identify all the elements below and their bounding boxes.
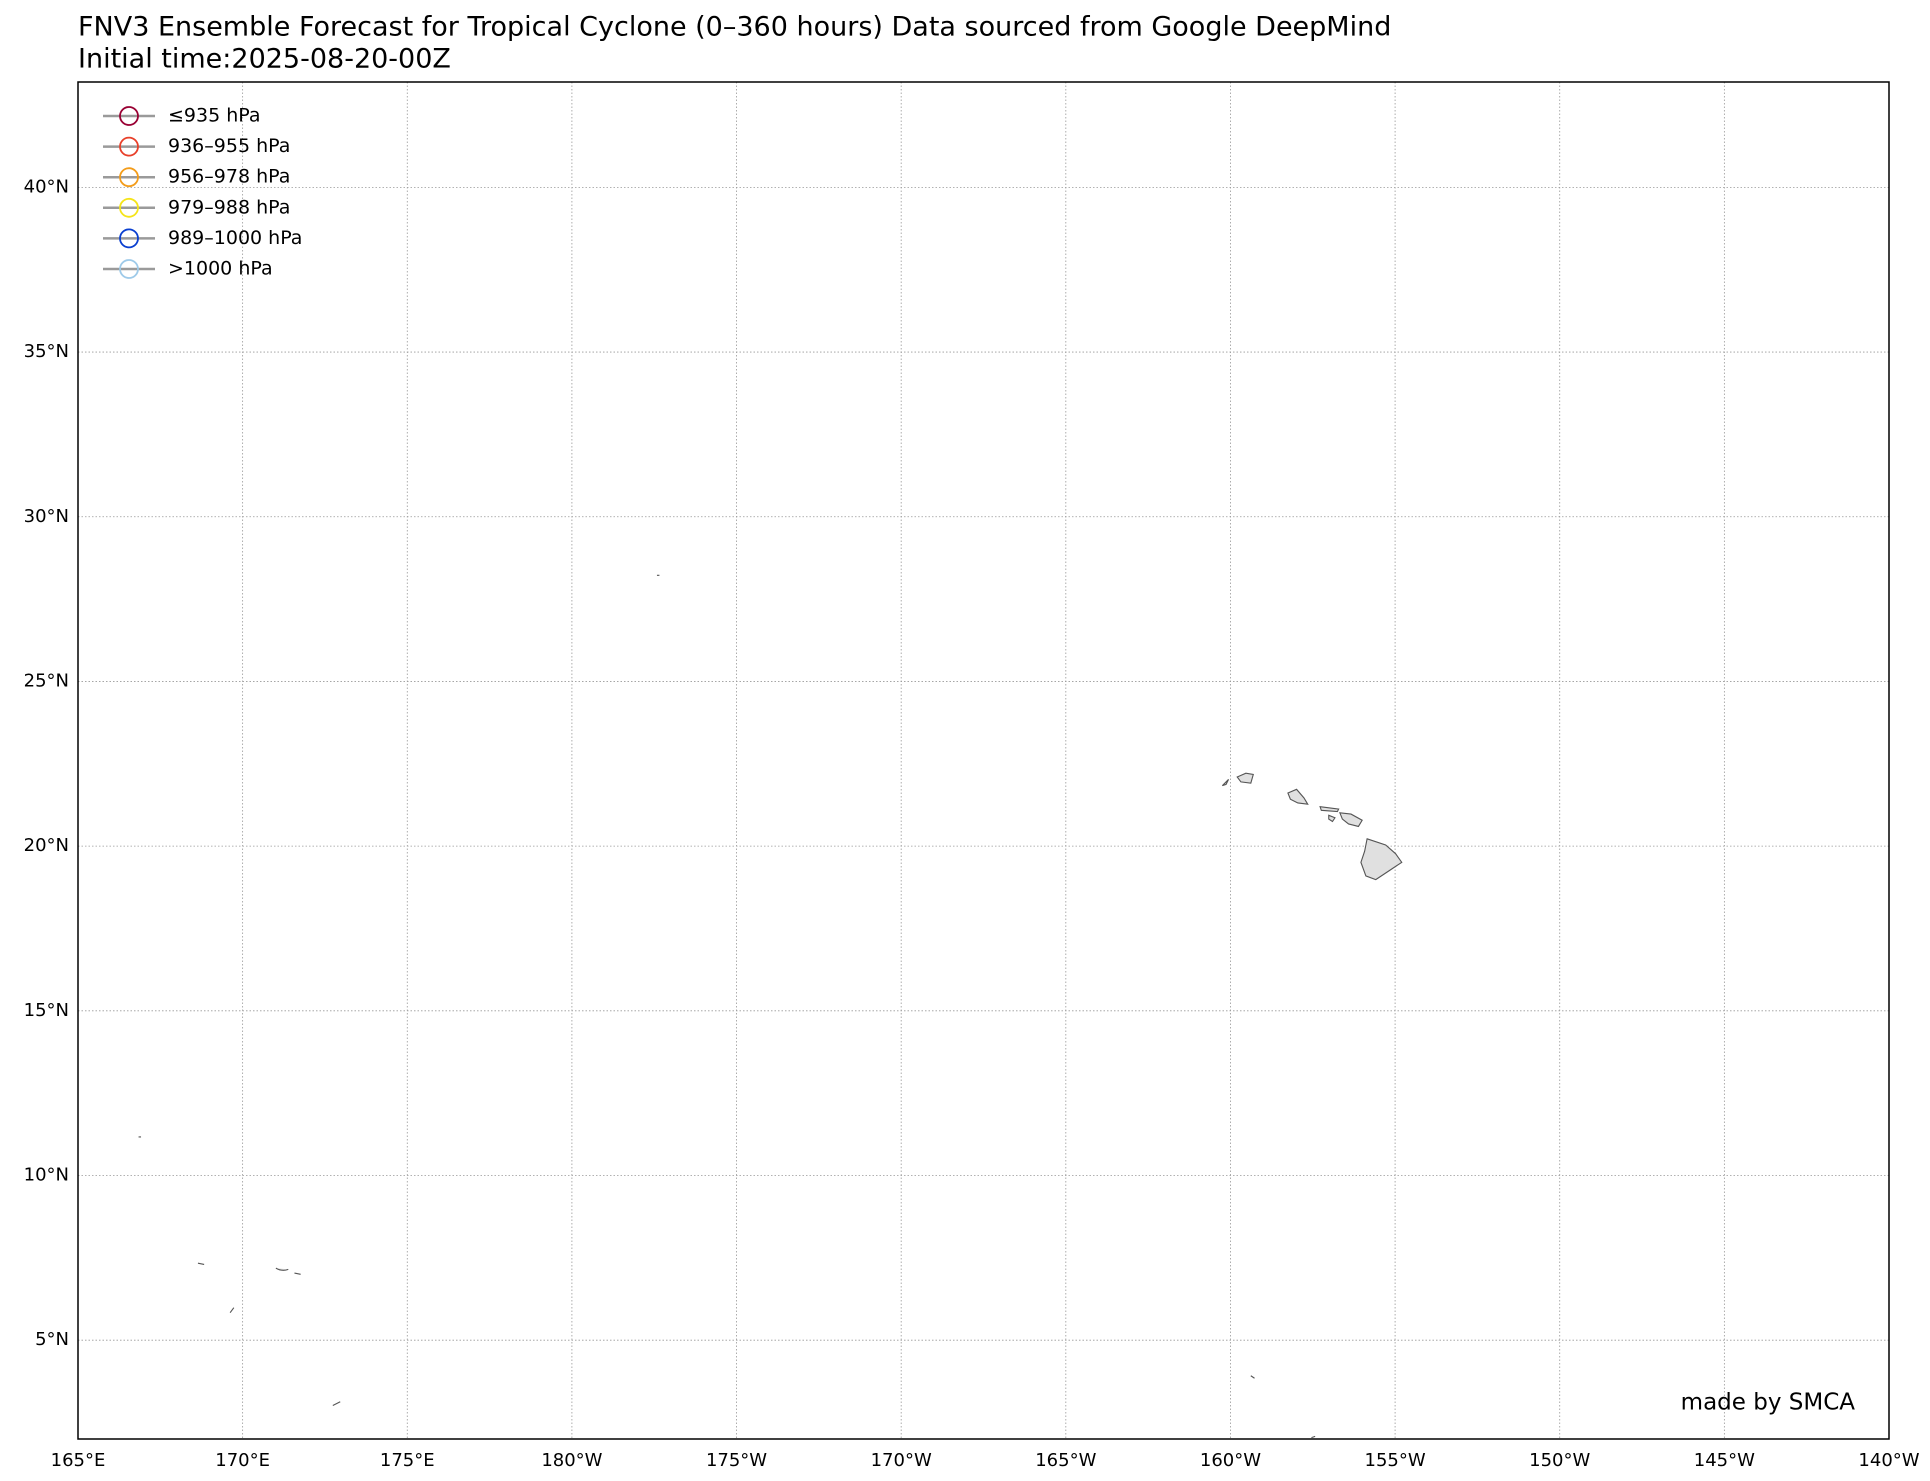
x-tick-label: 150°W — [1529, 1450, 1590, 1471]
legend-marker — [119, 228, 139, 249]
x-tick-label: 165°E — [51, 1450, 106, 1471]
y-tick-label: 15°N — [24, 1000, 69, 1021]
legend-label: >1000 hPa — [168, 258, 273, 280]
x-tick-label: 175°W — [706, 1450, 767, 1471]
plot-frame — [77, 81, 1890, 1440]
legend-label: 936–955 hPa — [168, 135, 290, 157]
x-tick-label: 170°W — [871, 1450, 932, 1471]
legend-label: ≤935 hPa — [168, 105, 261, 127]
legend-marker — [119, 106, 139, 126]
legend-label: 979–988 hPa — [168, 196, 290, 218]
chart-subtitle: Initial time:2025-08-20-00Z — [78, 44, 451, 75]
y-tick-label: 5°N — [35, 1329, 69, 1350]
legend-marker — [119, 136, 139, 157]
x-tick-label: 175°E — [380, 1450, 435, 1471]
legend-label: 956–978 hPa — [168, 166, 290, 188]
y-tick-label: 30°N — [24, 506, 69, 527]
y-tick-label: 25°N — [24, 670, 69, 691]
x-tick-label: 170°E — [215, 1450, 270, 1471]
y-tick-label: 40°N — [24, 176, 69, 197]
x-tick-label: 140°W — [1858, 1450, 1919, 1471]
x-tick-label: 155°W — [1365, 1450, 1426, 1471]
land — [138, 574, 1403, 1439]
x-tick-label: 180°W — [541, 1450, 602, 1471]
legend-label: 989–1000 hPa — [168, 227, 302, 249]
chart-title: FNV3 Ensemble Forecast for Tropical Cycl… — [78, 12, 1391, 43]
y-tick-label: 35°N — [24, 341, 69, 362]
y-tick-label: 20°N — [24, 835, 69, 856]
annotation: made by SMCA — [1681, 1390, 1856, 1416]
x-tick-label: 165°W — [1035, 1450, 1096, 1471]
x-tick-label: 160°W — [1200, 1450, 1261, 1471]
x-tick-label: 145°W — [1694, 1450, 1755, 1471]
legend-marker — [119, 167, 139, 188]
y-tick-label: 10°N — [24, 1165, 69, 1186]
legend-marker — [119, 197, 139, 218]
legend-marker — [119, 259, 139, 279]
